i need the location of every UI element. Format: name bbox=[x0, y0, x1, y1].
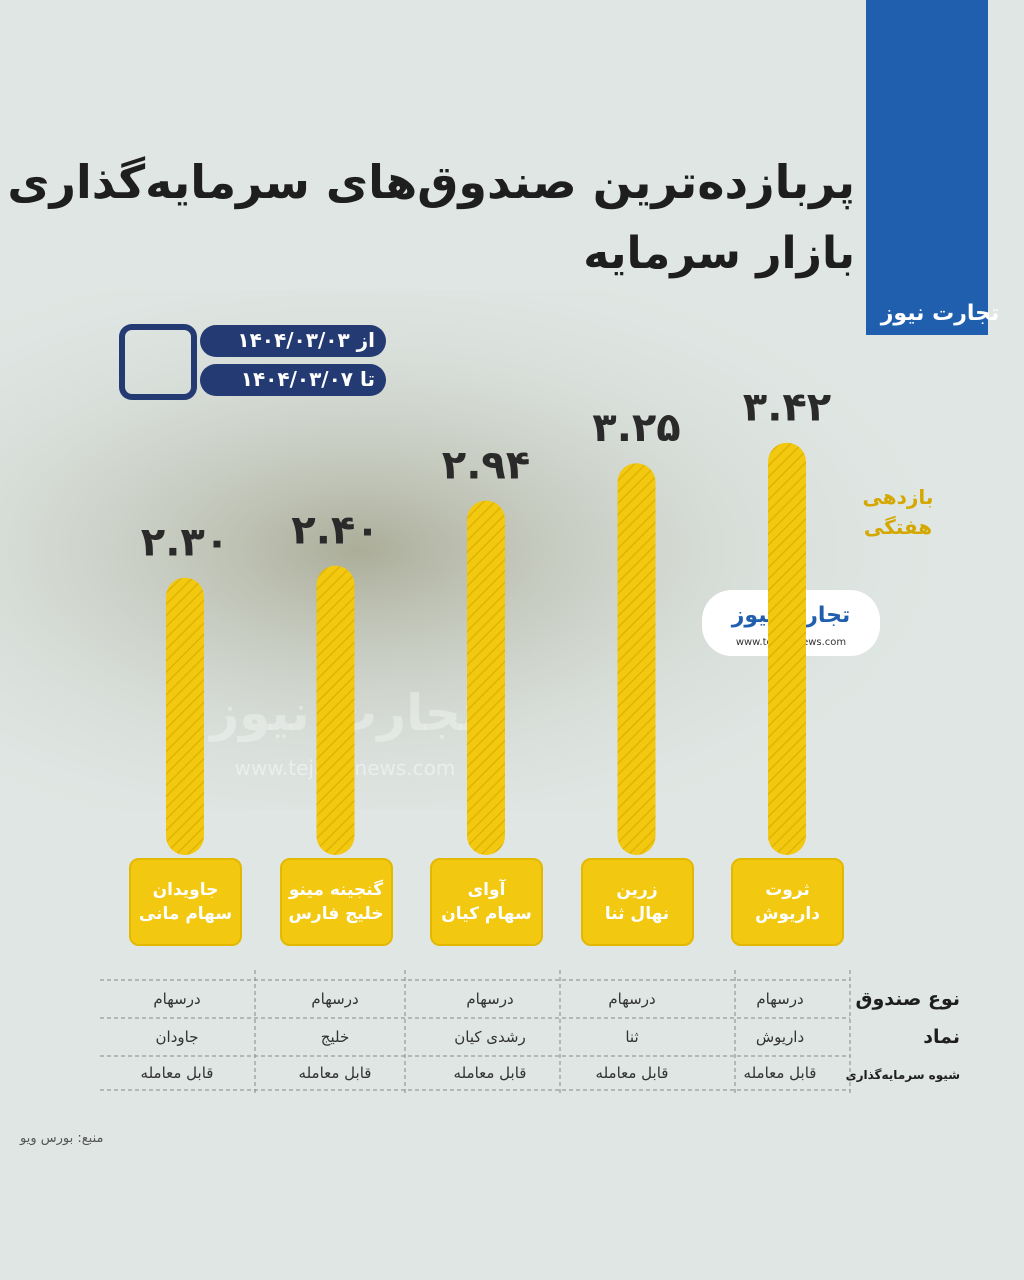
source: منبع: بورس ویو bbox=[19, 1131, 103, 1146]
row-label: نوع صندوق bbox=[855, 988, 960, 1010]
bar bbox=[768, 442, 806, 855]
table-cell: درسهام bbox=[466, 990, 513, 1008]
table-cell: خلیج bbox=[321, 1028, 349, 1046]
category-box: جاویدان سهام مانی bbox=[129, 858, 242, 946]
value-label: ۲.۹۴ bbox=[442, 443, 530, 489]
value-label: ۳.۲۵ bbox=[592, 405, 680, 451]
category-box: آوای سهام کیان bbox=[430, 858, 543, 946]
table-cell: درسهام bbox=[608, 990, 655, 1008]
date-pill bbox=[200, 364, 386, 396]
value-label: ۲.۳۰ bbox=[141, 520, 229, 566]
date-from: از ۱۴۰۴/۰۳/۰۳ bbox=[237, 328, 375, 352]
table-cell: درسهام bbox=[756, 990, 803, 1008]
table-cell: رشدی کیان bbox=[454, 1028, 525, 1046]
table-cell: ثنا bbox=[625, 1028, 638, 1046]
bar bbox=[316, 565, 355, 855]
row-label: شیوه سرمایه‌گذاری bbox=[846, 1068, 960, 1083]
bar bbox=[617, 463, 656, 855]
brand-bar bbox=[866, 0, 988, 335]
value-label: ۲.۴۰ bbox=[291, 508, 379, 554]
table-cell: جاودان bbox=[156, 1028, 199, 1046]
subtitle: بازار سرمایه bbox=[583, 228, 855, 279]
table-cell: قابل معامله bbox=[141, 1064, 214, 1082]
calendar-icon bbox=[119, 324, 197, 400]
table-cell: قابل معامله bbox=[454, 1064, 527, 1082]
value-label: ۳.۴۲ bbox=[743, 385, 831, 431]
row-label: نماد bbox=[923, 1026, 960, 1048]
y-axis-label: بازدهی هفتگی bbox=[862, 485, 934, 539]
table-cell: درسهام bbox=[311, 990, 358, 1008]
date-pill bbox=[200, 325, 386, 357]
table-cell: داریوش bbox=[756, 1028, 804, 1046]
category-box: ثروت داریوش bbox=[731, 858, 844, 946]
title: پربازده‌ترین صندوق‌های سرمایه‌گذاری bbox=[7, 155, 855, 210]
table-cell: قابل معامله bbox=[596, 1064, 669, 1082]
bar bbox=[166, 577, 204, 855]
category-box: زرین نهال ثنا bbox=[580, 858, 694, 946]
table-cell: قابل معامله bbox=[299, 1064, 372, 1082]
category-box: گنجینه مینو خلیج فارس bbox=[279, 858, 393, 946]
bar bbox=[467, 500, 505, 855]
table-cell: درسهام bbox=[153, 990, 200, 1008]
table-cell: قابل معامله bbox=[744, 1064, 817, 1082]
date-to: تا ۱۴۰۴/۰۳/۰۷ bbox=[241, 367, 375, 391]
brand-logo: تجارت نیوز bbox=[880, 301, 1000, 326]
